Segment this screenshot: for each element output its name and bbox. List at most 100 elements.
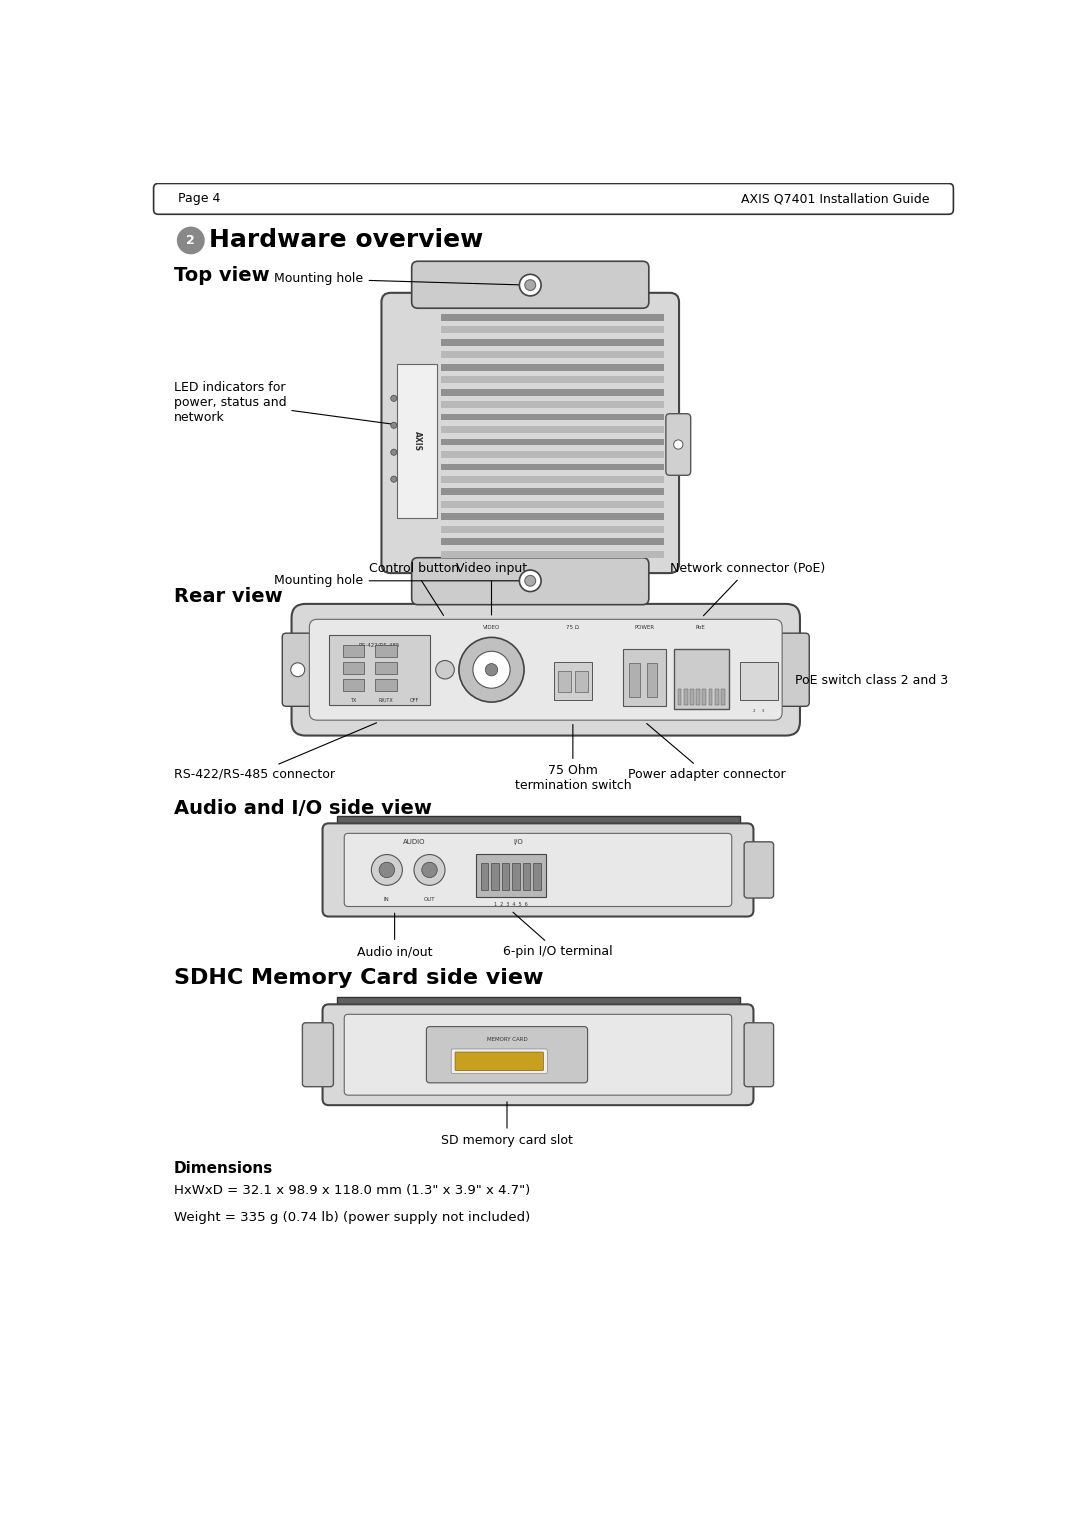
Bar	[702, 690, 706, 705]
Text: Page 4: Page 4	[177, 193, 220, 205]
Circle shape	[525, 575, 536, 586]
Text: AXIS Q7401 Installation Guide: AXIS Q7401 Installation Guide	[741, 193, 930, 205]
Bar	[721, 690, 725, 705]
Bar	[697, 690, 700, 705]
FancyBboxPatch shape	[282, 633, 313, 706]
FancyBboxPatch shape	[455, 1052, 543, 1070]
FancyBboxPatch shape	[666, 414, 691, 476]
Text: IN: IN	[384, 898, 390, 902]
FancyBboxPatch shape	[411, 558, 649, 604]
Bar	[328, 635, 430, 705]
Text: 6-pin I/O terminal: 6-pin I/O terminal	[502, 913, 612, 959]
Bar	[342, 662, 364, 674]
FancyBboxPatch shape	[427, 1026, 588, 1083]
FancyBboxPatch shape	[381, 294, 679, 573]
Text: Hardware overview: Hardware overview	[208, 228, 483, 252]
Bar	[740, 662, 779, 700]
Bar	[441, 364, 663, 370]
Bar	[674, 648, 729, 708]
Circle shape	[459, 638, 524, 702]
FancyBboxPatch shape	[779, 633, 809, 706]
Bar	[441, 427, 663, 433]
Circle shape	[519, 274, 541, 297]
Bar	[523, 864, 530, 890]
Circle shape	[485, 664, 498, 676]
Bar	[375, 662, 397, 674]
FancyBboxPatch shape	[153, 183, 954, 214]
Text: Mounting hole: Mounting hole	[274, 575, 526, 587]
Bar	[441, 463, 663, 471]
FancyBboxPatch shape	[309, 619, 782, 720]
Bar	[441, 538, 663, 546]
Bar	[375, 679, 397, 691]
Bar	[481, 864, 488, 890]
Text: Audio and I/O side view: Audio and I/O side view	[174, 798, 432, 818]
Bar	[375, 645, 397, 657]
Bar	[441, 352, 663, 358]
Bar	[554, 662, 592, 700]
Text: LED indicators for
power, status and
network: LED indicators for power, status and net…	[174, 381, 399, 425]
Text: POWER: POWER	[635, 625, 654, 630]
Bar	[441, 451, 663, 457]
Bar	[708, 690, 713, 705]
Text: PoE switch class 2 and 3: PoE switch class 2 and 3	[795, 674, 948, 688]
Circle shape	[291, 662, 305, 677]
Text: 1  2  3  4  5  6: 1 2 3 4 5 6	[494, 902, 528, 907]
Circle shape	[177, 226, 205, 254]
Text: OFF: OFF	[409, 697, 419, 703]
Bar	[441, 414, 663, 420]
Circle shape	[391, 476, 397, 482]
Bar	[441, 326, 663, 333]
Text: 2     3: 2 3	[753, 709, 765, 713]
Bar	[501, 864, 510, 890]
Text: RS-422/RS-485 connector: RS-422/RS-485 connector	[174, 723, 377, 781]
Bar	[491, 864, 499, 890]
Text: SD memory card slot: SD memory card slot	[441, 1102, 572, 1147]
Bar	[476, 855, 545, 896]
Bar	[441, 550, 663, 558]
Bar	[337, 815, 740, 830]
Text: Video input: Video input	[456, 563, 527, 615]
Bar	[441, 339, 663, 346]
Text: Power adapter connector: Power adapter connector	[627, 723, 785, 781]
Bar	[441, 476, 663, 483]
Text: SDHC Memory Card side view: SDHC Memory Card side view	[174, 968, 543, 988]
Text: 75 Ω: 75 Ω	[566, 625, 579, 630]
Bar	[532, 864, 541, 890]
Text: Rear view: Rear view	[174, 587, 282, 605]
Circle shape	[525, 280, 536, 291]
Text: Audio in/out: Audio in/out	[356, 913, 432, 959]
Bar	[337, 997, 740, 1011]
Text: AUDIO: AUDIO	[403, 839, 426, 846]
Text: I/O: I/O	[514, 839, 524, 846]
Bar	[441, 488, 663, 495]
Text: PoE: PoE	[696, 625, 705, 630]
Circle shape	[473, 651, 510, 688]
Circle shape	[379, 862, 394, 878]
Bar	[690, 690, 693, 705]
Circle shape	[519, 570, 541, 592]
Bar	[558, 671, 570, 693]
Bar	[715, 690, 718, 705]
Bar	[576, 671, 588, 693]
Circle shape	[414, 855, 445, 885]
Text: RS-422/RS-485: RS-422/RS-485	[359, 642, 400, 647]
Text: HxWxD = 32.1 x 98.9 x 118.0 mm (1.3" x 3.9" x 4.7"): HxWxD = 32.1 x 98.9 x 118.0 mm (1.3" x 3…	[174, 1183, 530, 1197]
Text: Top view: Top view	[174, 266, 269, 284]
Text: Mounting hole: Mounting hole	[274, 272, 526, 286]
Text: TX: TX	[350, 697, 356, 703]
FancyBboxPatch shape	[744, 1023, 773, 1087]
Text: 75 Ohm
termination switch: 75 Ohm termination switch	[514, 725, 631, 792]
Bar	[441, 526, 663, 532]
Bar	[441, 502, 663, 508]
Text: 2: 2	[187, 234, 195, 248]
Bar	[441, 514, 663, 520]
Circle shape	[391, 394, 397, 402]
FancyBboxPatch shape	[411, 261, 649, 309]
Circle shape	[674, 440, 683, 450]
Bar	[441, 376, 663, 384]
FancyBboxPatch shape	[323, 1005, 754, 1105]
Circle shape	[422, 862, 437, 878]
Circle shape	[391, 422, 397, 428]
Bar	[677, 690, 681, 705]
